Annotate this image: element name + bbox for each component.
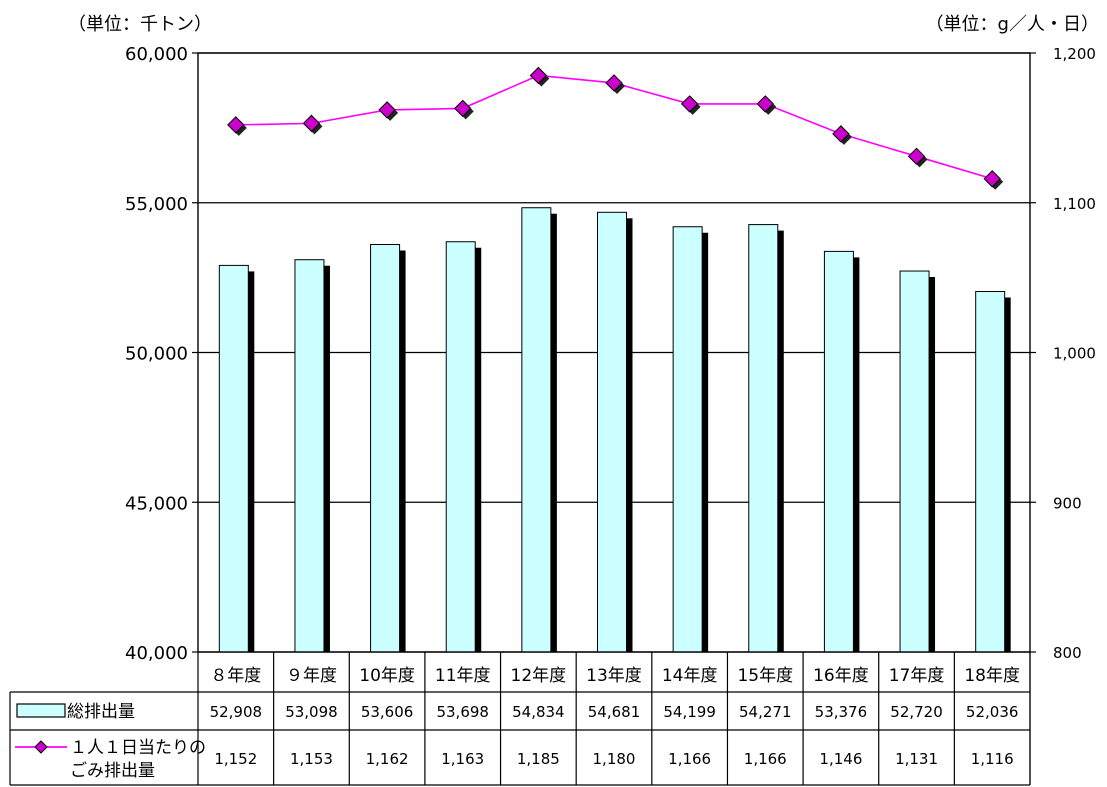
point (454, 99, 472, 118)
table-value: 54,834 (512, 703, 565, 721)
bar (975, 291, 1006, 653)
point (680, 95, 699, 113)
table-value: 54,681 (588, 703, 641, 721)
legend-line-label: １人１日当たりの (70, 738, 206, 758)
bar (597, 211, 627, 653)
table-value: 1,180 (593, 750, 636, 768)
point (302, 114, 321, 133)
left-axis-unit: （単位：千トン） (68, 14, 212, 35)
table-value: 1,166 (744, 750, 787, 768)
table-value: 1,162 (366, 750, 409, 768)
point (983, 170, 1001, 188)
tick-label: 1,100 (1053, 195, 1096, 213)
point (907, 147, 926, 166)
table-value: 1,166 (668, 750, 711, 768)
table-value: 53,098 (285, 703, 338, 721)
tick-label: 45,000 (125, 493, 188, 514)
bar (294, 259, 325, 653)
category-label: 16年度 (813, 666, 869, 686)
category-label: 17年度 (889, 666, 945, 686)
table-value: 1,163 (441, 750, 484, 768)
left-y-axis: 40,000 45,000 50,000 55,000 60,000 (125, 44, 198, 664)
tick-label: 60,000 (125, 44, 188, 65)
category-label: 13年度 (586, 666, 642, 686)
x-axis-categories: ８年度 ９年度 10年度 11年度 12年度 13年度 14年度 15年度 16年度 17年度 18… (210, 666, 1020, 686)
table-value: 53,606 (361, 703, 414, 721)
right-axis-unit: （単位：g／人・日） (925, 14, 1099, 35)
table-value: 53,698 (436, 703, 489, 721)
category-label: 10年度 (359, 666, 415, 686)
table-value: 1,152 (214, 750, 257, 768)
tick-label: 1,000 (1053, 345, 1096, 363)
tick-label: 40,000 (125, 643, 188, 664)
legend-bar-label: 総排出量 (67, 702, 135, 722)
point (227, 116, 245, 134)
table-value: 1,153 (290, 750, 333, 768)
point (605, 74, 623, 92)
bar (899, 270, 930, 653)
bar (445, 241, 476, 653)
table-value: 1,116 (971, 750, 1014, 768)
category-label: 18年度 (964, 666, 1020, 686)
point (756, 95, 774, 113)
table-value: 1,146 (819, 750, 862, 768)
category-label: 15年度 (737, 666, 793, 686)
table-value: 54,199 (663, 703, 716, 721)
table-value: 53,376 (815, 703, 868, 721)
table-value: 52,908 (210, 703, 263, 721)
table-value: 52,036 (966, 703, 1019, 721)
point (832, 125, 850, 143)
point (529, 66, 548, 85)
table-value: 52,720 (890, 703, 943, 721)
tick-label: 800 (1053, 644, 1082, 662)
category-label: 12年度 (511, 666, 567, 686)
table-value: 1,185 (517, 750, 560, 768)
category-label: ９年度 (286, 666, 337, 686)
bar (672, 226, 703, 653)
table-value: 54,271 (739, 703, 792, 721)
tick-label: 55,000 (125, 194, 188, 215)
category-label: 11年度 (435, 666, 491, 686)
legend-line-label: ごみ排出量 (70, 761, 155, 781)
tick-label: 50,000 (125, 344, 188, 365)
bar (370, 244, 401, 653)
table-value: 1,131 (895, 750, 938, 768)
tick-label: 900 (1053, 494, 1082, 512)
point (378, 101, 396, 119)
bar (748, 224, 779, 653)
bar (218, 264, 249, 653)
legend-bar-swatch (16, 703, 66, 718)
category-label: 14年度 (662, 666, 718, 686)
tick-label: 1,200 (1053, 45, 1096, 63)
legend-line-marker (34, 740, 48, 754)
category-label: ８年度 (210, 666, 261, 686)
bar (521, 207, 552, 653)
right-y-axis: 800 900 1,000 1,100 1,200 (1030, 45, 1096, 662)
line-series (227, 66, 1004, 190)
bar-series (218, 207, 1011, 653)
bar (823, 250, 854, 653)
data-table: 52,908 1,152 53,098 1,153 53,606 1,162 53,698 1… (9, 652, 1031, 786)
